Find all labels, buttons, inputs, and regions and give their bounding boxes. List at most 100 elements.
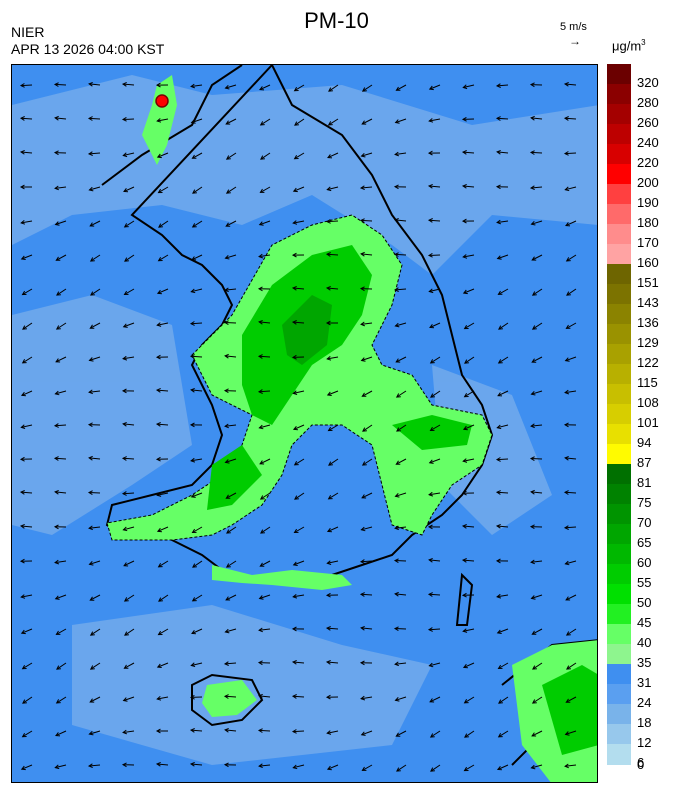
wind-arrow-head — [121, 116, 127, 122]
wind-arrow-head — [462, 254, 468, 259]
wind-arrow-head — [497, 392, 503, 397]
wind-arrow — [226, 186, 237, 194]
wind-arrow — [293, 186, 305, 192]
wind-arrow-head — [530, 559, 535, 565]
wind-arrow-head — [395, 460, 401, 465]
wind-arrow — [192, 526, 203, 533]
wind-arrow-head — [21, 290, 27, 296]
wind-arrow — [294, 492, 305, 500]
wind-arrow — [225, 84, 237, 89]
wind-arrow-head — [223, 320, 229, 326]
wind-arrow-head — [20, 594, 26, 599]
wind-arrow-head — [396, 767, 401, 772]
legend-label: 50 — [637, 595, 652, 610]
legend-swatch — [607, 124, 631, 145]
wind-arrow — [566, 628, 577, 636]
wind-arrow-head — [327, 154, 333, 159]
wind-arrow — [225, 288, 237, 291]
wind-arrow — [532, 628, 543, 635]
wind-arrow — [566, 254, 577, 262]
wind-arrow-head — [325, 694, 331, 700]
wind-arrow-head — [54, 221, 60, 226]
legend-swatch — [607, 504, 631, 525]
wind-arrow — [21, 390, 33, 396]
wind-arrow — [157, 526, 169, 532]
forecast-datetime: APR 13 2026 04:00 KST — [11, 41, 165, 57]
wind-arrow-head — [497, 733, 503, 738]
wind-arrow — [192, 220, 203, 228]
wind-arrow — [429, 84, 441, 90]
legend-swatch — [607, 64, 631, 85]
wind-arrow — [498, 696, 509, 704]
wind-arrow-head — [224, 287, 229, 293]
wind-arrow-head — [122, 355, 128, 361]
wind-arrow — [293, 424, 305, 430]
legend-swatch — [607, 324, 631, 345]
wind-arrow — [90, 594, 101, 601]
wind-arrow-head — [566, 291, 571, 296]
wind-arrow — [259, 764, 271, 767]
wind-arrow-head — [427, 592, 433, 597]
wind-arrow — [496, 117, 509, 120]
wind-arrow-head — [360, 731, 366, 736]
wind-arrow-head — [326, 527, 332, 533]
wind-arrow-head — [564, 389, 570, 395]
wind-arrow-head — [326, 765, 332, 771]
wind-arrow-head — [55, 699, 61, 704]
wind-arrow-head — [223, 661, 229, 666]
wind-arrow — [565, 186, 577, 191]
wind-arrow-head — [122, 323, 128, 328]
legend-swatch — [607, 744, 631, 765]
wind-arrow-head — [361, 392, 367, 397]
wind-arrow-head — [395, 732, 401, 737]
legend-label: 94 — [637, 435, 652, 450]
wind-arrow — [462, 559, 475, 562]
wind-arrow — [56, 288, 67, 296]
wind-arrow — [463, 288, 475, 294]
wind-arrow-head — [531, 732, 537, 737]
wind-arrow-head — [428, 288, 434, 294]
wind-arrow-head — [156, 663, 162, 668]
wind-arrow — [294, 118, 305, 126]
wind-arrow-head — [495, 558, 501, 564]
wind-arrow — [428, 254, 441, 256]
wind-arrow — [532, 288, 543, 296]
wind-arrow — [327, 152, 339, 159]
wind-arrow — [89, 526, 101, 529]
wind-arrow — [327, 526, 339, 532]
wind-arrow-head — [292, 764, 298, 770]
concentration-map[interactable] — [11, 64, 598, 783]
wind-arrow-head — [192, 563, 197, 568]
legend-label: 70 — [637, 515, 652, 530]
wind-arrow — [158, 628, 169, 636]
legend-label: 151 — [637, 275, 659, 290]
wind-arrow-head — [88, 357, 94, 362]
wind-arrow-head — [427, 218, 433, 223]
wind-arrow — [395, 219, 407, 222]
wind-arrow-head — [88, 81, 93, 87]
legend-swatch — [607, 144, 631, 165]
wind-arrow-head — [53, 524, 59, 530]
wind-arrow — [260, 118, 271, 126]
wind-arrow-head — [496, 219, 501, 225]
wind-arrow-head — [88, 730, 94, 736]
wind-arrow — [327, 764, 339, 770]
wind-arrow — [565, 560, 577, 565]
legend-swatch — [607, 704, 631, 725]
wind-arrow-head — [563, 422, 569, 428]
wind-arrow — [22, 730, 33, 738]
wind-arrow — [294, 526, 305, 533]
wind-arrow — [192, 152, 203, 159]
wind-arrow-head — [359, 592, 365, 597]
wind-arrow-head — [394, 493, 400, 498]
wind-arrow — [90, 662, 101, 670]
wind-arrow-head — [496, 629, 502, 634]
wind-arrow — [88, 117, 101, 120]
wind-arrow-head — [123, 664, 129, 669]
wind-arrow — [192, 560, 203, 568]
wind-arrow — [428, 593, 441, 596]
wind-arrow — [191, 118, 203, 124]
wind-arrow — [190, 355, 203, 358]
wind-arrow-head — [223, 694, 229, 699]
wind-arrow-head — [530, 391, 536, 396]
